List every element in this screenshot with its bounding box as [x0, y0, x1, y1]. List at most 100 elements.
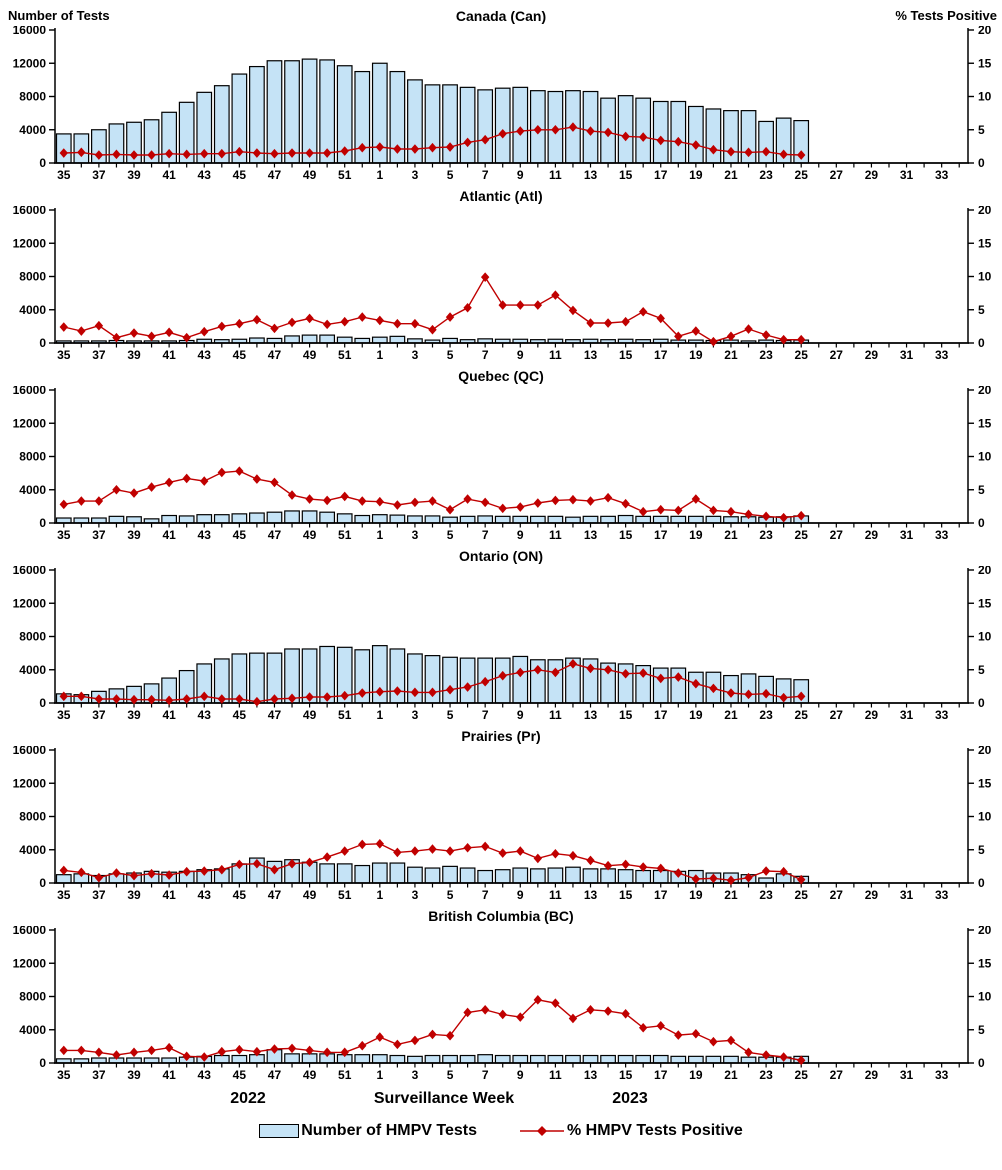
svg-text:17: 17 — [654, 348, 668, 362]
svg-text:7: 7 — [482, 888, 489, 902]
svg-text:33: 33 — [935, 528, 949, 542]
svg-text:0: 0 — [978, 696, 985, 710]
svg-text:15: 15 — [619, 708, 633, 722]
svg-text:49: 49 — [303, 168, 317, 182]
svg-text:8000: 8000 — [19, 990, 46, 1004]
left-axis-title: Number of Tests — [8, 8, 110, 23]
svg-text:0: 0 — [39, 156, 46, 170]
svg-text:0: 0 — [39, 696, 46, 710]
svg-text:10: 10 — [978, 630, 992, 644]
svg-text:43: 43 — [198, 1068, 212, 1082]
svg-text:47: 47 — [268, 528, 282, 542]
svg-text:15: 15 — [619, 168, 633, 182]
svg-text:15: 15 — [619, 888, 633, 902]
svg-text:4000: 4000 — [19, 483, 46, 497]
svg-text:45: 45 — [233, 708, 247, 722]
svg-text:5: 5 — [447, 1068, 454, 1082]
panel-canada: Canada (Can) 0 4000 8000 12000 16000 0 5 10 15 20… — [0, 4, 1002, 184]
svg-text:27: 27 — [830, 1068, 844, 1082]
svg-text:10: 10 — [978, 450, 992, 464]
svg-text:9: 9 — [517, 888, 524, 902]
svg-text:41: 41 — [162, 708, 176, 722]
svg-text:9: 9 — [517, 168, 524, 182]
svg-text:5: 5 — [447, 528, 454, 542]
svg-text:1: 1 — [376, 1068, 383, 1082]
svg-text:19: 19 — [689, 708, 703, 722]
surveillance-week-label: Surveillance Week — [373, 1090, 515, 1107]
svg-text:33: 33 — [935, 888, 949, 902]
svg-text:3: 3 — [412, 528, 419, 542]
svg-text:31: 31 — [900, 1068, 914, 1082]
svg-text:21: 21 — [724, 168, 738, 182]
svg-text:29: 29 — [865, 1068, 879, 1082]
svg-text:25: 25 — [795, 348, 809, 362]
svg-text:49: 49 — [303, 1068, 317, 1082]
legend-bar-swatch-icon — [259, 1124, 300, 1138]
svg-text:20: 20 — [978, 746, 992, 757]
panel-quebec: Quebec (QC) 0 4000 8000 12000 16000 0 5 10 15 20 3… — [0, 364, 1002, 544]
svg-text:1: 1 — [376, 528, 383, 542]
svg-text:51: 51 — [338, 708, 352, 722]
svg-text:51: 51 — [338, 1068, 352, 1082]
svg-text:47: 47 — [268, 348, 282, 362]
svg-text:35: 35 — [57, 888, 71, 902]
svg-text:41: 41 — [162, 1068, 176, 1082]
svg-text:7: 7 — [482, 528, 489, 542]
svg-text:0: 0 — [978, 876, 985, 890]
svg-text:9: 9 — [517, 528, 524, 542]
svg-text:39: 39 — [127, 708, 141, 722]
svg-text:37: 37 — [92, 528, 106, 542]
panel-british-columbia: British Columbia (BC) 0 4000 8000 12000 1600… — [0, 904, 1002, 1084]
panel-title-prairies: Prairies (Pr) — [461, 728, 541, 744]
svg-text:5: 5 — [978, 483, 985, 497]
svg-text:12000: 12000 — [13, 416, 47, 430]
panel-title-british-columbia: British Columbia (BC) — [428, 908, 574, 924]
svg-text:35: 35 — [57, 708, 71, 722]
svg-text:15: 15 — [978, 236, 992, 250]
svg-text:23: 23 — [759, 528, 773, 542]
svg-text:1: 1 — [376, 888, 383, 902]
svg-text:27: 27 — [830, 708, 844, 722]
svg-text:17: 17 — [654, 708, 668, 722]
svg-text:8000: 8000 — [19, 450, 46, 464]
right-axis-title: % Tests Positive — [895, 8, 997, 23]
svg-text:25: 25 — [795, 168, 809, 182]
svg-text:0: 0 — [978, 336, 985, 350]
svg-text:47: 47 — [268, 708, 282, 722]
svg-text:33: 33 — [935, 708, 949, 722]
svg-text:23: 23 — [759, 168, 773, 182]
svg-text:45: 45 — [233, 168, 247, 182]
svg-text:15: 15 — [978, 416, 992, 430]
svg-text:20: 20 — [978, 566, 992, 577]
svg-text:49: 49 — [303, 708, 317, 722]
x-axis-footer: 2022 Surveillance Week 2023 — [0, 1086, 1002, 1114]
svg-text:13: 13 — [584, 528, 598, 542]
svg-text:29: 29 — [865, 888, 879, 902]
svg-text:16000: 16000 — [13, 926, 47, 937]
svg-text:0: 0 — [978, 516, 985, 530]
svg-text:51: 51 — [338, 168, 352, 182]
svg-text:45: 45 — [233, 1068, 247, 1082]
panel-title-ontario: Ontario (ON) — [459, 548, 543, 564]
svg-text:3: 3 — [412, 708, 419, 722]
svg-text:1: 1 — [376, 348, 383, 362]
svg-text:16000: 16000 — [13, 566, 47, 577]
svg-text:41: 41 — [162, 528, 176, 542]
svg-text:31: 31 — [900, 708, 914, 722]
svg-text:1: 1 — [376, 708, 383, 722]
svg-text:25: 25 — [795, 528, 809, 542]
svg-text:33: 33 — [935, 168, 949, 182]
svg-text:25: 25 — [795, 708, 809, 722]
svg-text:35: 35 — [57, 348, 71, 362]
svg-text:0: 0 — [978, 156, 985, 170]
svg-text:27: 27 — [830, 888, 844, 902]
svg-text:12000: 12000 — [13, 596, 47, 610]
panel-atlantic: Atlantic (Atl) 0 4000 8000 12000 16000 0 5 10 15… — [0, 184, 1002, 364]
svg-text:5: 5 — [978, 303, 985, 317]
svg-text:5: 5 — [447, 348, 454, 362]
svg-text:31: 31 — [900, 528, 914, 542]
svg-text:15: 15 — [978, 776, 992, 790]
svg-text:21: 21 — [724, 348, 738, 362]
